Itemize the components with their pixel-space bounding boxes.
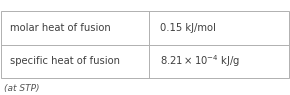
Bar [1, 11, 289, 78]
Text: molar heat of fusion: molar heat of fusion [10, 23, 111, 33]
Text: specific heat of fusion: specific heat of fusion [10, 56, 120, 66]
Text: 0.15 kJ/mol: 0.15 kJ/mol [160, 23, 215, 33]
Text: (at STP): (at STP) [4, 84, 40, 93]
Text: $8.21\times10^{-4}\ \mathrm{kJ/g}$: $8.21\times10^{-4}\ \mathrm{kJ/g}$ [160, 53, 240, 69]
